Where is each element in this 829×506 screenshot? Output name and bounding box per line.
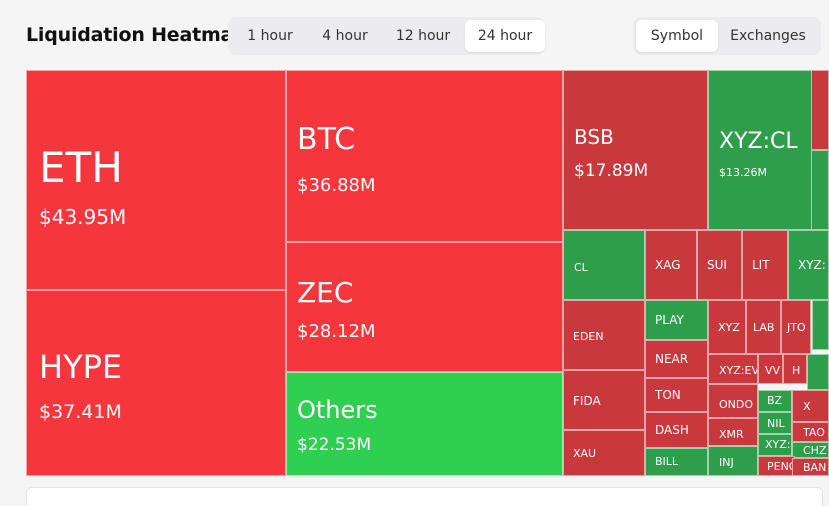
group-by-toggle: Symbol Exchanges [633,17,821,55]
tile-xyz-ev-18[interactable]: XYZ:EV [708,354,758,384]
tile-xmr-29[interactable]: XMR [708,418,758,446]
tile-fida-21[interactable]: FIDA [563,370,645,430]
tab-12-hour[interactable]: 12 hour [395,28,451,44]
tile-ton-22[interactable]: TON [645,378,708,412]
tab-24-hour[interactable]: 24 hour [465,20,545,52]
tile-symbol: XMR [719,428,744,441]
tile-symbol: JTO [787,321,806,334]
bottom-panel [26,487,823,506]
tile-unlabeled-39[interactable] [811,70,829,150]
tile-symbol: XAU [573,447,597,460]
tile-symbol: FIDA [573,394,601,408]
tile-symbol: CHZ [803,444,827,457]
tile-ondo-23[interactable]: ONDO [708,384,758,418]
tab-1-hour[interactable]: 1 hour [247,28,293,44]
tile-symbol: NIL [767,417,785,430]
tile-value: $13.26M [719,166,767,179]
tile-xyz-14[interactable]: XYZ [708,300,746,354]
tile-zec-3[interactable]: ZEC $28.12M [286,242,563,372]
tile-value: $17.89M [574,161,649,181]
tile-symbol: PLAY [655,313,684,327]
tab-4-hour[interactable]: 4 hour [322,28,368,44]
tile-symbol: HYPE [39,348,123,386]
tile-unlabeled-38[interactable] [807,354,829,390]
tile-lab-15[interactable]: LAB [746,300,781,354]
tile-symbol: ZEC [297,276,354,309]
tile-symbol: ONDO [719,398,754,411]
tile-xau-32[interactable]: XAU [563,430,645,476]
tile-symbol: H [792,364,801,377]
tile-symbol: XYZ: [798,258,826,272]
tile-unlabeled-40[interactable] [811,150,829,230]
tile-symbol: INJ [719,456,734,469]
tile-xyz-30[interactable]: XYZ: [758,434,792,456]
tile-near-17[interactable]: NEAR [645,340,708,378]
tile-symbol: TAO [803,426,825,439]
tile-lit-10[interactable]: LIT [742,230,788,300]
tile-h-20[interactable]: H [783,354,807,384]
tile-symbol: XYZ: [765,438,791,451]
tile-symbol: Others [297,396,378,424]
tile-symbol: XYZ:EV [719,364,758,377]
tile-symbol: ETH [39,143,123,192]
tile-vv-19[interactable]: VV [758,354,783,384]
tile-value: $28.12M [297,321,376,342]
tile-symbol: PENG [767,460,795,473]
tile-eden-12[interactable]: EDEN [563,300,645,370]
tile-value: $37.41M [39,401,122,423]
tile-symbol: X [803,400,811,413]
tile-jto-16[interactable]: JTO [781,300,811,354]
tile-hype-1[interactable]: HYPE $37.41M [26,290,286,476]
tile-dash-26[interactable]: DASH [645,412,708,448]
tile-value: $43.95M [39,205,127,229]
tile-xyz-cl-6[interactable]: XYZ:CL $13.26M [708,70,814,230]
tile-symbol: VV [765,364,781,377]
tile-symbol: TON [655,388,681,402]
tile-value: $22.53M [297,435,372,455]
tile-play-13[interactable]: PLAY [645,300,708,340]
tile-symbol: XYZ [718,321,740,334]
tile-symbol: LIT [752,258,770,272]
timeframe-tabs: 1 hour 4 hour 12 hour 24 hour [228,17,545,55]
tile-symbol: CL [574,261,588,274]
tile-symbol: LAB [753,321,775,334]
tile-btc-2[interactable]: BTC $36.88M [286,70,563,242]
tile-chz-31[interactable]: CHZ [792,442,829,458]
tile-bz-24[interactable]: BZ [758,390,792,412]
tile-symbol: BTC [297,122,356,157]
tile-cl-7[interactable]: CL [563,230,645,300]
page-title: Liquidation Heatmap [26,24,247,46]
tile-symbol: XAG [655,258,681,272]
tile-symbol: BSB [574,125,614,149]
tile-eth-0[interactable]: ETH $43.95M [26,70,286,290]
tile-bill-33[interactable]: BILL [645,448,708,476]
tile-symbol: BILL [655,455,679,468]
tile-sui-9[interactable]: SUI [697,230,742,300]
tile-nil-27[interactable]: NIL [758,412,792,434]
tile-symbol: NEAR [655,352,689,366]
tile-x-25[interactable]: X [792,390,829,422]
tile-peng-35[interactable]: PENG [758,456,795,476]
tile-symbol: DASH [655,423,689,437]
tile-symbol: XYZ:CL [719,129,798,154]
tile-value: $36.88M [297,175,376,196]
tile-tao-28[interactable]: TAO [792,422,829,442]
tile-others-4[interactable]: Others $22.53M [286,372,563,476]
tile-xyz-11[interactable]: XYZ: [788,230,829,300]
tile-symbol: SUI [707,258,727,272]
tile-ban-36[interactable]: BAN [792,458,829,476]
tile-unlabeled-37[interactable] [812,300,829,350]
tab-exchanges[interactable]: Exchanges [730,28,806,44]
tile-symbol: BAN [803,461,827,474]
tile-symbol: BZ [767,394,783,407]
tile-symbol: EDEN [573,330,604,343]
tile-xag-8[interactable]: XAG [645,230,697,300]
tile-bsb-5[interactable]: BSB $17.89M [563,70,708,230]
tile-inj-34[interactable]: INJ [708,446,758,476]
tab-symbol[interactable]: Symbol [636,20,718,52]
